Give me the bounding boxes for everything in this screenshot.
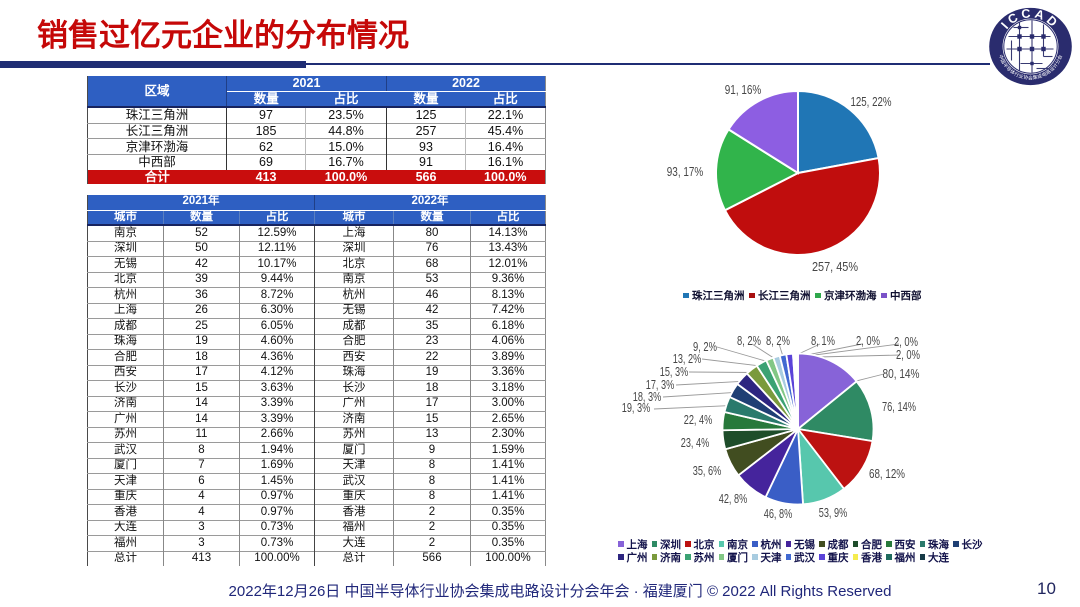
- svg-text:9, 2%: 9, 2%: [693, 340, 717, 354]
- svg-text:42, 8%: 42, 8%: [719, 492, 748, 506]
- svg-text:257, 45%: 257, 45%: [812, 259, 858, 274]
- svg-text:17, 3%: 17, 3%: [646, 378, 675, 392]
- svg-text:68, 12%: 68, 12%: [869, 467, 905, 481]
- svg-text:19, 3%: 19, 3%: [622, 401, 651, 415]
- svg-text:93, 17%: 93, 17%: [667, 164, 704, 179]
- svg-text:18, 3%: 18, 3%: [633, 390, 662, 404]
- svg-text:125, 22%: 125, 22%: [851, 94, 892, 109]
- svg-text:2, 0%: 2, 0%: [896, 348, 920, 362]
- svg-text:80, 14%: 80, 14%: [883, 367, 920, 381]
- svg-text:8, 2%: 8, 2%: [737, 334, 761, 348]
- svg-text:91, 16%: 91, 16%: [725, 82, 762, 97]
- svg-text:35, 6%: 35, 6%: [693, 464, 722, 478]
- svg-text:46, 8%: 46, 8%: [764, 507, 793, 521]
- svg-text:76, 14%: 76, 14%: [882, 400, 916, 414]
- svg-text:8, 1%: 8, 1%: [811, 334, 835, 348]
- svg-text:2, 0%: 2, 0%: [856, 334, 880, 348]
- svg-text:2, 0%: 2, 0%: [894, 335, 918, 349]
- svg-text:13, 2%: 13, 2%: [673, 352, 702, 366]
- svg-text:23, 4%: 23, 4%: [681, 436, 710, 450]
- svg-text:53, 9%: 53, 9%: [819, 506, 848, 520]
- svg-text:15, 3%: 15, 3%: [660, 365, 689, 379]
- svg-text:8, 2%: 8, 2%: [766, 334, 790, 348]
- svg-text:22, 4%: 22, 4%: [684, 413, 713, 427]
